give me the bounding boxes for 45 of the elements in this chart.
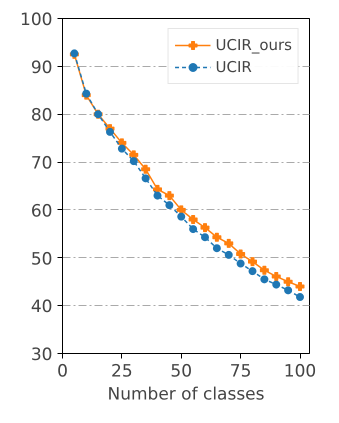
point: [177, 212, 186, 221]
point: [260, 275, 268, 284]
point: [236, 249, 246, 258]
legend-label: UCIR: [216, 58, 252, 76]
point: [260, 266, 269, 275]
point: [224, 250, 233, 259]
point: [272, 280, 280, 289]
x-axis-title: Number of classes: [108, 384, 265, 404]
point: [284, 286, 292, 294]
point: [188, 215, 198, 224]
point: [224, 238, 234, 248]
point: [130, 157, 138, 166]
point: [296, 293, 304, 302]
point: [142, 174, 150, 182]
point: [141, 164, 150, 174]
point: [284, 277, 293, 286]
x-tick-label: 50: [170, 362, 192, 382]
y-tick-label: 30: [30, 345, 53, 365]
y-tick-label: 60: [30, 201, 53, 222]
point: [248, 267, 256, 276]
point: [154, 192, 162, 200]
x-tick-label: 0: [57, 362, 68, 382]
x-tick-label: 25: [111, 362, 133, 382]
point: [165, 201, 174, 210]
x-tick-label: 100: [284, 362, 316, 382]
point: [212, 244, 221, 252]
y-tick-label: 80: [30, 106, 53, 126]
point: [106, 128, 114, 136]
y-tick-label: 70: [30, 154, 53, 174]
legend-label: UCIR_ours: [216, 36, 292, 54]
point: [236, 260, 245, 268]
point: [164, 191, 174, 200]
y-tick-label: 100: [20, 10, 53, 30]
point: [189, 225, 198, 234]
point: [272, 272, 281, 281]
y-tick-label: 90: [30, 58, 53, 78]
point: [118, 144, 126, 153]
y-tick-label: 40: [30, 297, 53, 318]
y-tick-label: 50: [30, 249, 53, 270]
point: [248, 257, 257, 266]
point: [212, 232, 222, 242]
point: [200, 223, 210, 232]
x-tick-label: 75: [230, 362, 252, 382]
point: [296, 282, 304, 291]
point: [201, 233, 209, 242]
